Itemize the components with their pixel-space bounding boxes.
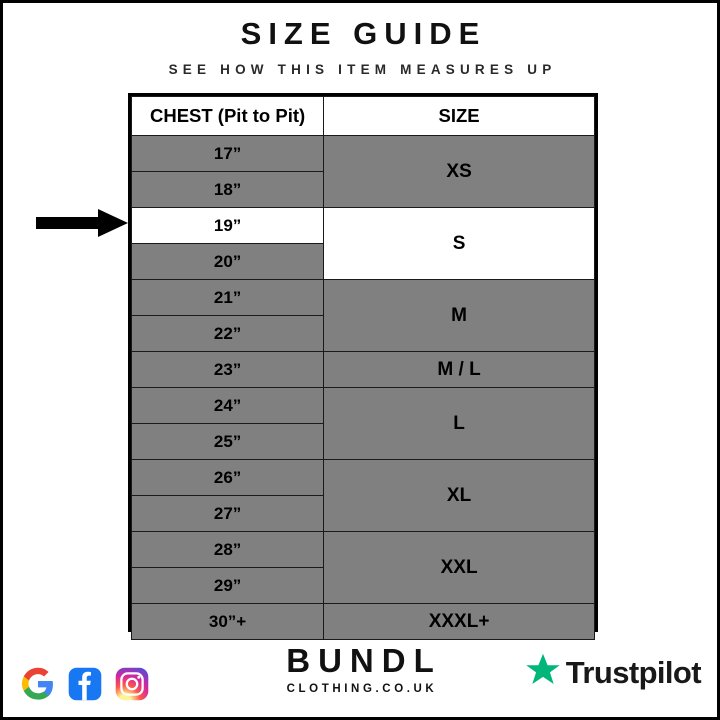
instagram-icon[interactable]	[115, 667, 149, 701]
size-cell: M	[323, 279, 595, 352]
column-header-size: SIZE	[323, 96, 595, 136]
size-cell: M / L	[323, 351, 595, 388]
page-title: SIZE GUIDE	[240, 16, 487, 51]
chest-cell: 27”	[130, 495, 325, 532]
table-header-row: CHEST (Pit to Pit) SIZE	[130, 96, 595, 136]
chest-cell: 18”	[130, 171, 325, 208]
chest-cell: 25”	[130, 423, 325, 460]
table-row: 24” L	[130, 387, 595, 460]
table-row: 18”	[130, 171, 595, 208]
brand-name: BUNDL	[286, 642, 442, 679]
trustpilot-logo[interactable]: Trustpilot	[525, 652, 702, 693]
column-header-chest: CHEST (Pit to Pit)	[130, 96, 325, 136]
chest-cell: 28”	[130, 531, 325, 568]
trustpilot-star-icon	[525, 652, 561, 693]
table-row: 28” XXL	[130, 531, 595, 604]
chest-cell: 17”	[130, 135, 325, 172]
table-row: 20”	[130, 243, 595, 280]
table-body: 17” XS 18” 19” S 20” 21” M 22” 23” M / L 24” L 25” 26”…	[130, 135, 595, 640]
facebook-icon[interactable]	[68, 667, 102, 701]
table-row: 19” S	[130, 207, 595, 280]
table-row: 29”	[130, 567, 595, 604]
chest-cell: 26”	[130, 459, 325, 496]
table-row: 21” M	[130, 279, 595, 352]
table-row: 27”	[130, 495, 595, 532]
table-row: 23” M / L	[130, 351, 595, 388]
brand-logo: BUNDL CLOTHING.CO.UK	[3, 644, 717, 695]
right-arrow-icon	[36, 208, 128, 238]
chest-cell: 30”+	[130, 603, 325, 640]
table-row: 30”+ XXXL+	[130, 603, 595, 640]
size-cell: XXL	[323, 531, 595, 604]
size-cell: S	[323, 207, 595, 280]
page-subtitle: SEE HOW THIS ITEM MEASURES UP	[168, 62, 557, 78]
table-row: 25”	[130, 423, 595, 460]
size-table: CHEST (Pit to Pit) SIZE 17” XS 18” 19” S 20” 2…	[130, 96, 595, 640]
chest-cell: 24”	[130, 387, 325, 424]
chest-cell: 29”	[130, 567, 325, 604]
chest-cell: 23”	[130, 351, 325, 388]
header: SIZE GUIDE SEE HOW THIS ITEM MEASURES UP	[3, 3, 717, 77]
brand-subtitle: CLOTHING.CO.UK	[286, 683, 438, 695]
chest-cell: 22”	[130, 315, 325, 352]
chest-cell: 19”	[130, 207, 325, 244]
social-links	[21, 667, 149, 701]
table-row: 17” XS	[130, 135, 595, 208]
size-table-container: CHEST (Pit to Pit) SIZE 17” XS 18” 19” S 20” 2…	[128, 93, 598, 640]
table-row: 26” XL	[130, 459, 595, 532]
size-cell: L	[323, 387, 595, 460]
chest-cell: 21”	[130, 279, 325, 316]
size-cell: XS	[323, 135, 595, 208]
trustpilot-wordmark: Trustpilot	[565, 655, 702, 690]
size-cell: XXXL+	[323, 603, 595, 640]
footer: BUNDL CLOTHING.CO.UK Trustpilot	[3, 635, 717, 709]
chest-cell: 20”	[130, 243, 325, 280]
size-cell: XL	[323, 459, 595, 532]
google-icon[interactable]	[21, 667, 55, 701]
